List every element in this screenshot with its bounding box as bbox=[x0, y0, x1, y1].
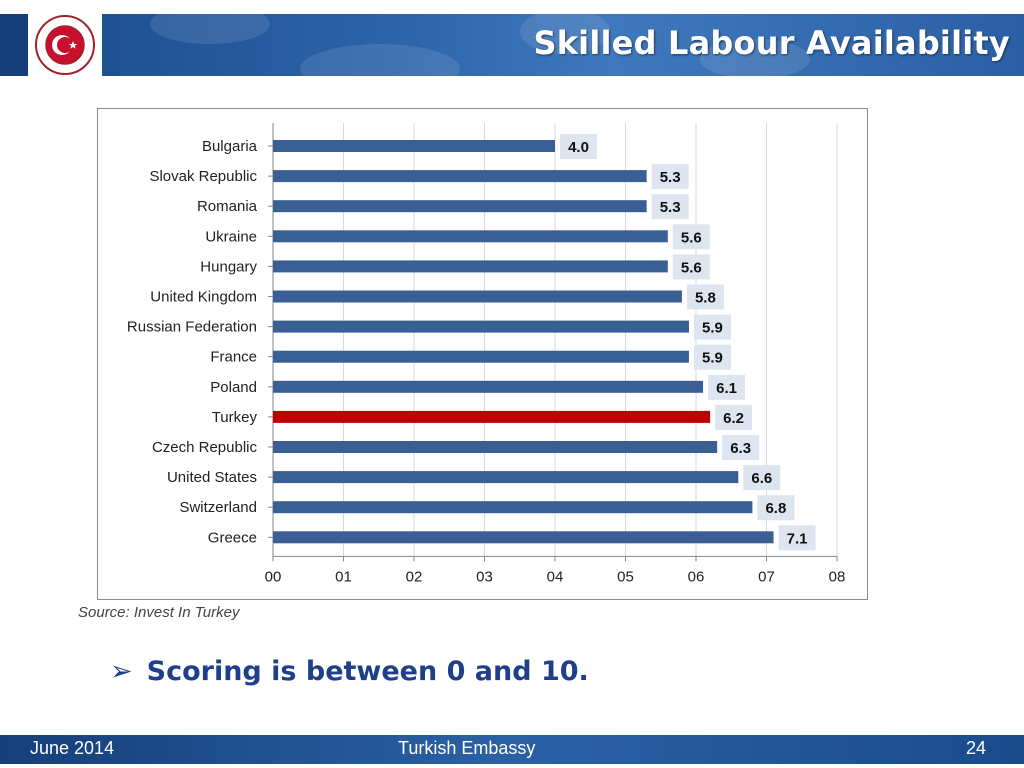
data-label-bg bbox=[651, 164, 689, 190]
data-label: 5.9 bbox=[702, 320, 723, 337]
x-tick-label: 01 bbox=[335, 568, 352, 585]
x-tick-label: 00 bbox=[265, 568, 282, 585]
bar-chart: 00 01 02 03 04 05 06 07 08 Bulgaria 4.0 Slovak Repu… bbox=[127, 123, 846, 585]
x-tick-label: 08 bbox=[829, 568, 846, 585]
data-label: 6.8 bbox=[765, 500, 786, 517]
bar bbox=[273, 170, 647, 183]
bar bbox=[273, 531, 774, 544]
page-number: 24 bbox=[965, 738, 986, 758]
data-label-bg bbox=[693, 344, 731, 370]
bar bbox=[273, 230, 668, 243]
data-label: 5.6 bbox=[681, 259, 702, 276]
data-label-bg bbox=[715, 404, 753, 430]
bullet-text: Scoring is between 0 and 10. bbox=[146, 656, 589, 687]
category-label: United Kingdom bbox=[150, 289, 257, 306]
data-label-bg bbox=[722, 435, 760, 460]
data-label-bg bbox=[778, 525, 816, 551]
bar bbox=[273, 200, 647, 213]
bar bbox=[273, 290, 682, 303]
data-label-bg bbox=[672, 224, 710, 250]
data-label-bg bbox=[672, 254, 710, 280]
data-label-bg bbox=[686, 284, 724, 310]
x-tick-label: 04 bbox=[547, 568, 564, 585]
data-label-bg bbox=[693, 314, 731, 340]
data-label: 6.2 bbox=[723, 410, 744, 427]
category-label: Hungary bbox=[200, 258, 257, 275]
page-title: Skilled Labour Availability bbox=[533, 24, 1010, 62]
bar bbox=[273, 471, 739, 484]
bar bbox=[273, 350, 689, 363]
arrow-bullet-icon: ➢ bbox=[110, 656, 133, 687]
header-strip bbox=[0, 14, 28, 76]
category-label: Switzerland bbox=[179, 499, 257, 516]
data-label: 5.9 bbox=[702, 350, 723, 367]
x-tick-label: 05 bbox=[617, 568, 634, 585]
footer-org: Turkish Embassy bbox=[398, 738, 536, 758]
data-label: 4.0 bbox=[568, 139, 589, 156]
bar bbox=[273, 501, 753, 514]
x-tick-label: 07 bbox=[758, 568, 775, 585]
data-label: 6.1 bbox=[716, 380, 737, 397]
bar bbox=[273, 380, 704, 393]
chart-frame: 00 01 02 03 04 05 06 07 08 Bulgaria 4.0 Slovak Repu… bbox=[97, 108, 868, 600]
footer-bar: June 2014 Turkish Embassy 24 bbox=[0, 735, 1024, 764]
ministry-logo bbox=[28, 14, 102, 76]
source-note: Source: Invest In Turkey bbox=[78, 604, 240, 621]
data-label: 5.8 bbox=[695, 290, 716, 307]
category-label: France bbox=[210, 349, 257, 366]
category-label: Bulgaria bbox=[202, 138, 258, 155]
bar bbox=[273, 410, 711, 423]
data-label: 5.6 bbox=[681, 229, 702, 246]
category-label: Greece bbox=[208, 529, 257, 546]
bar bbox=[273, 320, 689, 333]
bar bbox=[273, 260, 668, 273]
data-label: 6.3 bbox=[730, 440, 751, 457]
category-label: United States bbox=[167, 469, 257, 486]
category-label: Poland bbox=[210, 379, 257, 396]
category-label: Ukraine bbox=[205, 228, 257, 245]
x-tick-label: 03 bbox=[476, 568, 493, 585]
category-label: Czech Republic bbox=[152, 439, 258, 456]
data-label-bg bbox=[743, 465, 781, 491]
data-label-bg bbox=[651, 194, 689, 220]
footer-date: June 2014 bbox=[30, 738, 115, 758]
data-label: 5.3 bbox=[660, 199, 681, 216]
x-tick-label: 06 bbox=[688, 568, 705, 585]
data-label-bg bbox=[560, 134, 597, 159]
category-label: Russian Federation bbox=[127, 319, 257, 336]
category-label: Romania bbox=[197, 198, 258, 215]
data-label: 7.1 bbox=[787, 530, 808, 547]
bar bbox=[273, 140, 555, 152]
x-tick-label: 02 bbox=[406, 568, 423, 585]
bullet-point: ➢ Scoring is between 0 and 10. bbox=[110, 656, 589, 687]
bar bbox=[273, 441, 718, 453]
data-label: 6.6 bbox=[751, 470, 772, 487]
data-label-bg bbox=[708, 374, 746, 400]
category-label: Turkey bbox=[212, 409, 258, 426]
data-label-bg bbox=[757, 495, 795, 521]
header-banner: Skilled Labour Availability bbox=[0, 14, 1024, 76]
category-label: Slovak Republic bbox=[149, 168, 257, 185]
data-label: 5.3 bbox=[660, 169, 681, 186]
